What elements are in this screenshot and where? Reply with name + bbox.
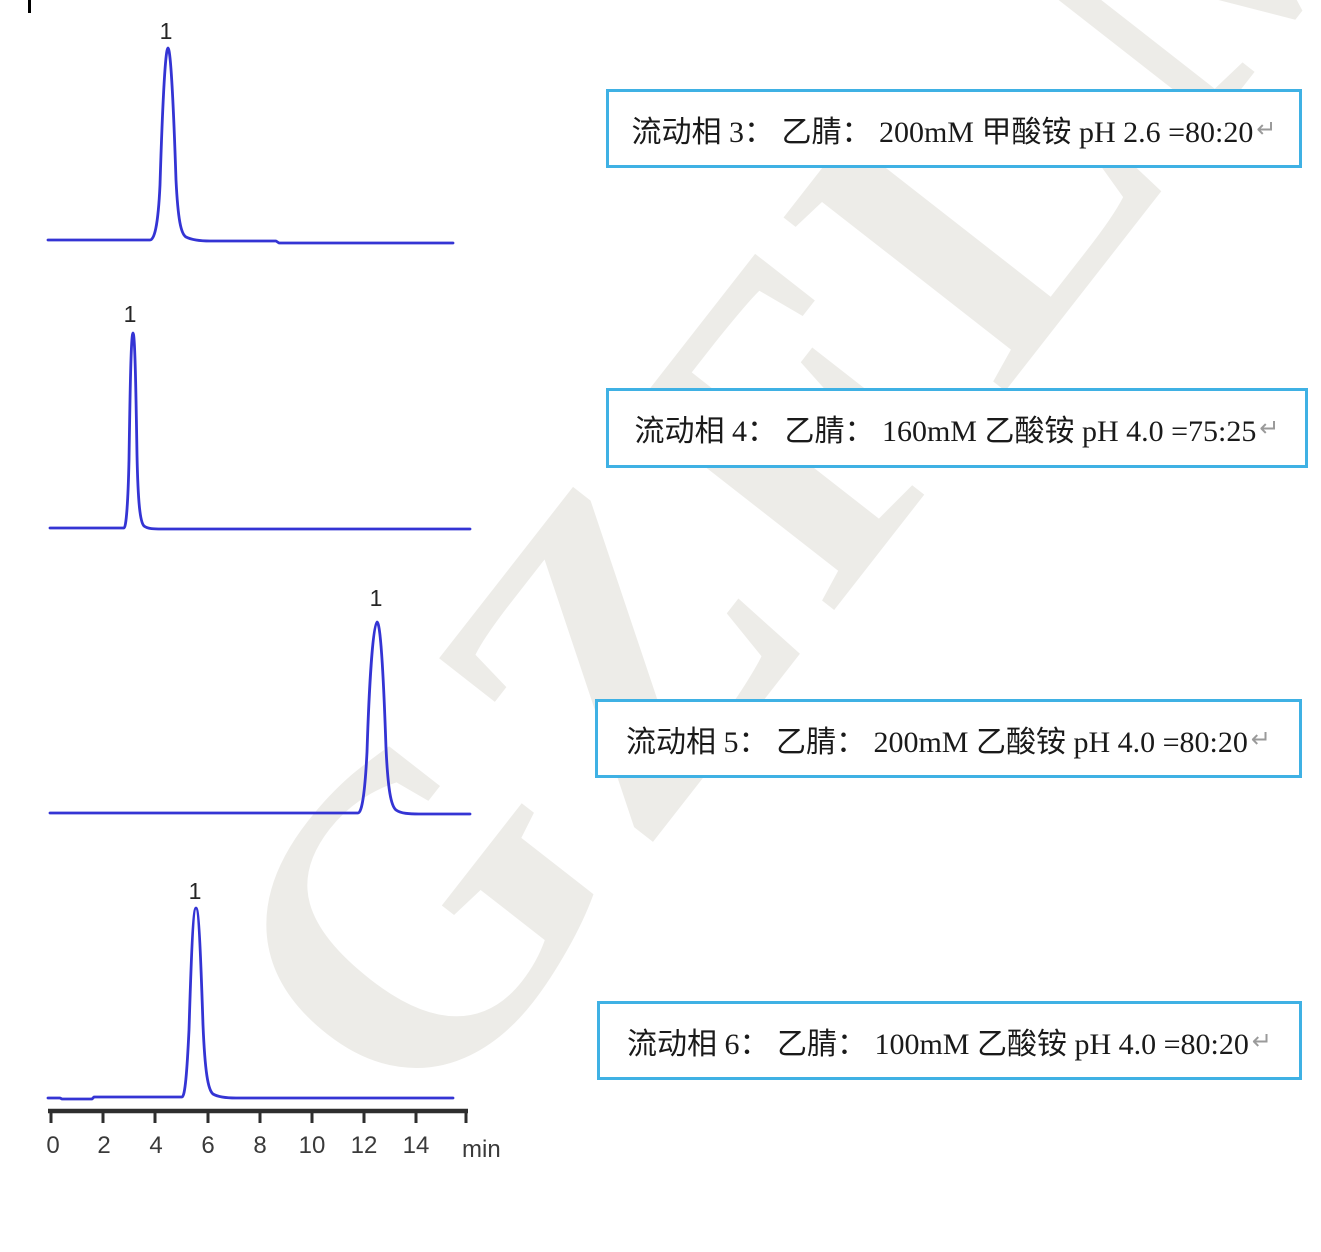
x-axis-tick-label: 2	[97, 1132, 110, 1159]
mobile-phase-5-text: 流动相 5： 乙腈： 200mM 乙酸铵 pH 4.0 =80:20	[625, 725, 1248, 759]
x-axis-tick-label: 0	[46, 1132, 59, 1159]
x-axis: 0 2 4 6 8 10 12 14 min	[46, 1108, 501, 1163]
x-axis-tick-label: 6	[201, 1132, 214, 1159]
chromatogram-4: 1	[46, 878, 455, 1101]
chromatogram-2-trace	[48, 331, 472, 531]
x-axis-tick-label: 4	[149, 1132, 162, 1159]
chromatogram-1: 1	[46, 18, 455, 245]
paragraph-return-mark: ↵	[1250, 724, 1272, 753]
mobile-phase-3-text: 流动相 3： 乙腈： 200mM 甲酸铵 pH 2.6 =80:20	[631, 115, 1254, 149]
chromatogram-2: 1	[48, 301, 472, 531]
mobile-phase-6-text: 流动相 6： 乙腈： 100mM 乙酸铵 pH 4.0 =80:20	[626, 1027, 1249, 1061]
chromatogram-1-trace	[46, 46, 455, 245]
x-axis-tick-label: 8	[253, 1132, 266, 1159]
peak-4-label: 1	[189, 878, 202, 904]
paragraph-return-mark: ↵	[1251, 1026, 1273, 1055]
mobile-phase-box-6: 流动相 6： 乙腈： 100mM 乙酸铵 pH 4.0 =80:20 ↵	[597, 1001, 1302, 1080]
chromatogram-3: 1	[48, 585, 472, 816]
peak-3-label: 1	[370, 585, 383, 611]
mobile-phase-box-4: 流动相 4： 乙腈： 160mM 乙酸铵 pH 4.0 =75:25 ↵	[606, 388, 1308, 468]
chromatogram-4-trace	[46, 906, 455, 1101]
peak-2-label: 1	[124, 301, 137, 327]
chromatogram-3-trace	[48, 620, 472, 816]
mobile-phase-box-5: 流动相 5： 乙腈： 200mM 乙酸铵 pH 4.0 =80:20 ↵	[595, 699, 1302, 778]
peak-1-label: 1	[160, 18, 173, 44]
mobile-phase-box-3: 流动相 3： 乙腈： 200mM 甲酸铵 pH 2.6 =80:20 ↵	[606, 89, 1302, 168]
x-axis-tick-label: 12	[351, 1132, 378, 1159]
paragraph-return-mark: ↵	[1259, 414, 1280, 442]
x-axis-unit-label: min	[462, 1136, 501, 1163]
text-cursor-mark	[28, 0, 31, 13]
x-axis-tick-label: 10	[299, 1132, 326, 1159]
paragraph-return-mark: ↵	[1256, 114, 1277, 143]
mobile-phase-4-text: 流动相 4： 乙腈： 160mM 乙酸铵 pH 4.0 =75:25	[634, 415, 1257, 448]
x-axis-tick-label: 14	[403, 1132, 430, 1159]
